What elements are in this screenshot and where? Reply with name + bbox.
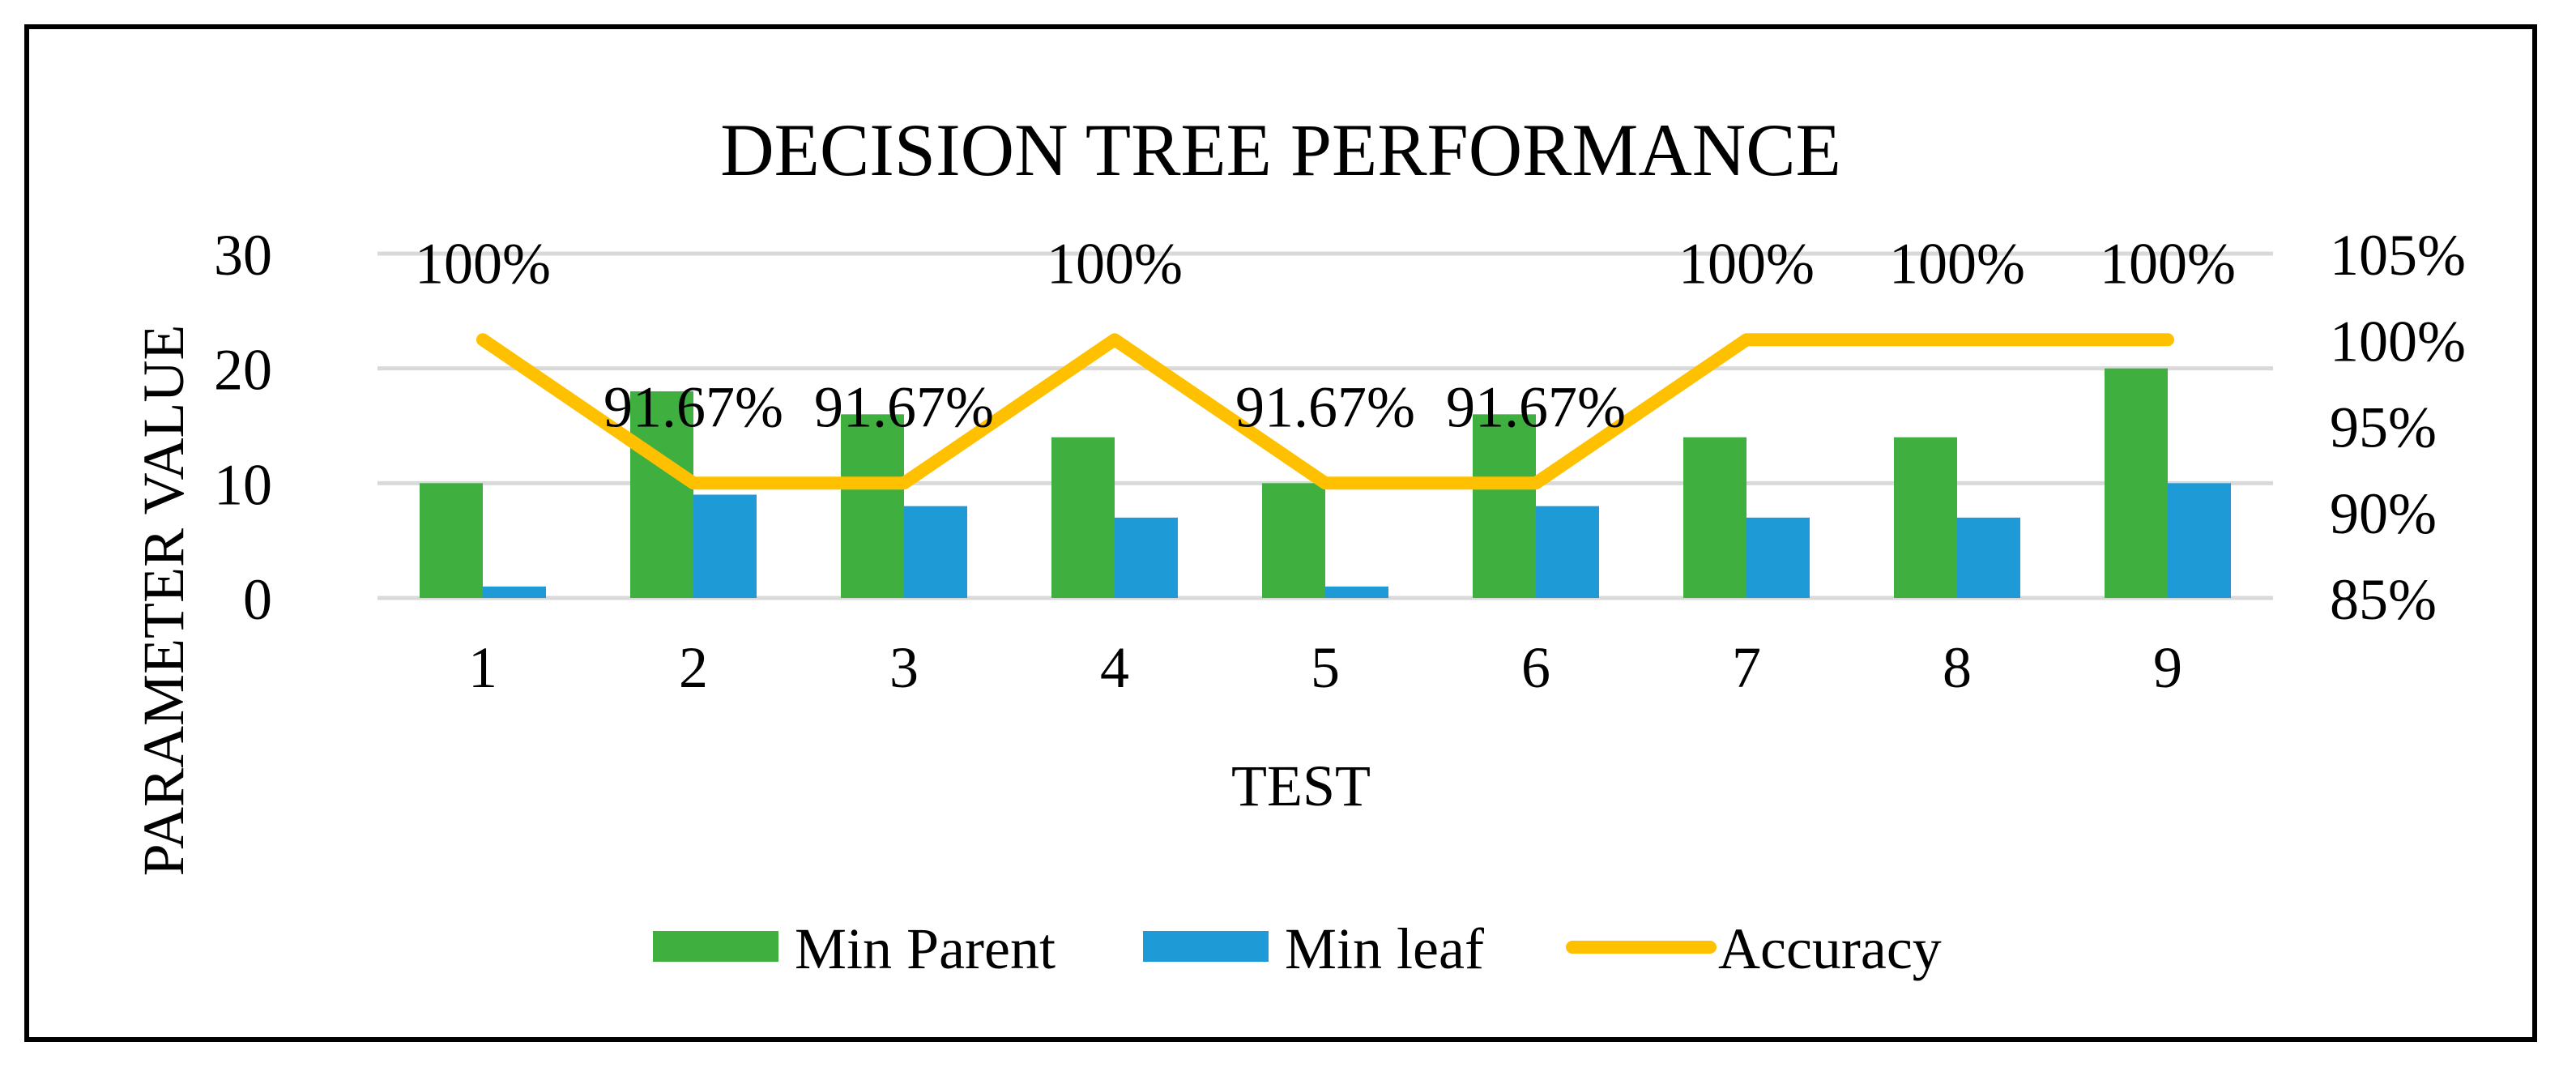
y-tick-label: 20	[214, 338, 272, 403]
chart-frame: DECISION TREE PERFORMANCE 100% 91.67% 91.6…	[24, 24, 2537, 1042]
y2-tick-label: 90%	[2330, 481, 2437, 546]
x-tick-label: 7	[1732, 635, 1761, 700]
legend-label: Min Parent	[795, 916, 1056, 981]
bar-min-leaf	[904, 506, 967, 598]
x-tick-label: 9	[2153, 635, 2182, 700]
bar-min-leaf	[1325, 586, 1388, 598]
bar-min-leaf	[1536, 506, 1599, 598]
accuracy-data-label: 100%	[1047, 231, 1183, 296]
x-tick-label: 4	[1100, 635, 1129, 700]
x-tick-label: 1	[468, 635, 497, 700]
bar-min-leaf	[1957, 517, 2020, 598]
accuracy-line-group	[476, 333, 2174, 490]
legend-label: Min leaf	[1285, 916, 1484, 981]
x-tick-label: 8	[1943, 635, 1972, 700]
accuracy-data-label: 100%	[2100, 231, 2236, 296]
accuracy-data-label: 91.67%	[814, 374, 994, 439]
x-tick-label: 2	[679, 635, 708, 700]
chart: DECISION TREE PERFORMANCE 100% 91.67% 91.6…	[131, 109, 2466, 981]
accuracy-data-label: 100%	[1678, 231, 1815, 296]
bar-min-leaf	[1746, 517, 1810, 598]
bars	[420, 368, 2231, 598]
y-tick-label: 30	[214, 223, 272, 288]
bar-min-parent	[841, 414, 904, 598]
y2-tick-label: 85%	[2330, 567, 2437, 632]
bar-min-parent	[1894, 437, 1957, 598]
bar-min-leaf	[483, 586, 546, 598]
bar-min-parent	[2105, 368, 2168, 598]
y2-tick-label: 105%	[2330, 223, 2466, 288]
accuracy-data-label: 91.67%	[1235, 374, 1415, 439]
x-tick-label: 3	[889, 635, 919, 700]
bar-min-parent	[1051, 437, 1115, 598]
bar-min-parent	[1683, 437, 1746, 598]
y-tick-label: 0	[243, 567, 272, 632]
accuracy-data-label: 91.67%	[603, 374, 783, 439]
bar-min-leaf	[1115, 517, 1178, 598]
x-axis-label: TEST	[1231, 754, 1371, 818]
bar-min-parent	[1262, 483, 1325, 598]
y2-tick-label: 95%	[2330, 395, 2437, 460]
bar-min-leaf	[693, 494, 757, 598]
accuracy-data-label: 91.67%	[1446, 374, 1626, 439]
bar-min-leaf	[2168, 483, 2231, 598]
chart-title: DECISION TREE PERFORMANCE	[720, 109, 1841, 191]
y2-tick-label: 100%	[2330, 309, 2466, 374]
axis-ticks: 0 10 20 30 85% 90% 95% 100% 105% 1 2 3 4 5 6 7 8 9	[214, 223, 2466, 700]
accuracy-line	[476, 333, 2174, 490]
legend-label: Accuracy	[1718, 916, 1942, 981]
legend-swatch-min-parent	[653, 931, 778, 962]
legend-swatch-min-leaf	[1143, 931, 1269, 962]
bar-min-parent	[1473, 414, 1536, 598]
x-tick-label: 5	[1311, 635, 1340, 700]
legend: Min Parent Min leaf Accuracy	[653, 916, 1942, 981]
x-tick-label: 6	[1521, 635, 1550, 700]
y-axis-label: PARAMETER VALUE	[131, 325, 196, 877]
data-labels: 100% 91.67% 91.67% 100% 91.67% 91.67% 100% 100%…	[415, 231, 2236, 439]
bar-min-parent	[420, 483, 483, 598]
bar-min-parent	[630, 391, 693, 598]
accuracy-data-label: 100%	[1889, 231, 2025, 296]
accuracy-data-label: 100%	[415, 231, 551, 296]
y-tick-label: 10	[214, 452, 272, 517]
